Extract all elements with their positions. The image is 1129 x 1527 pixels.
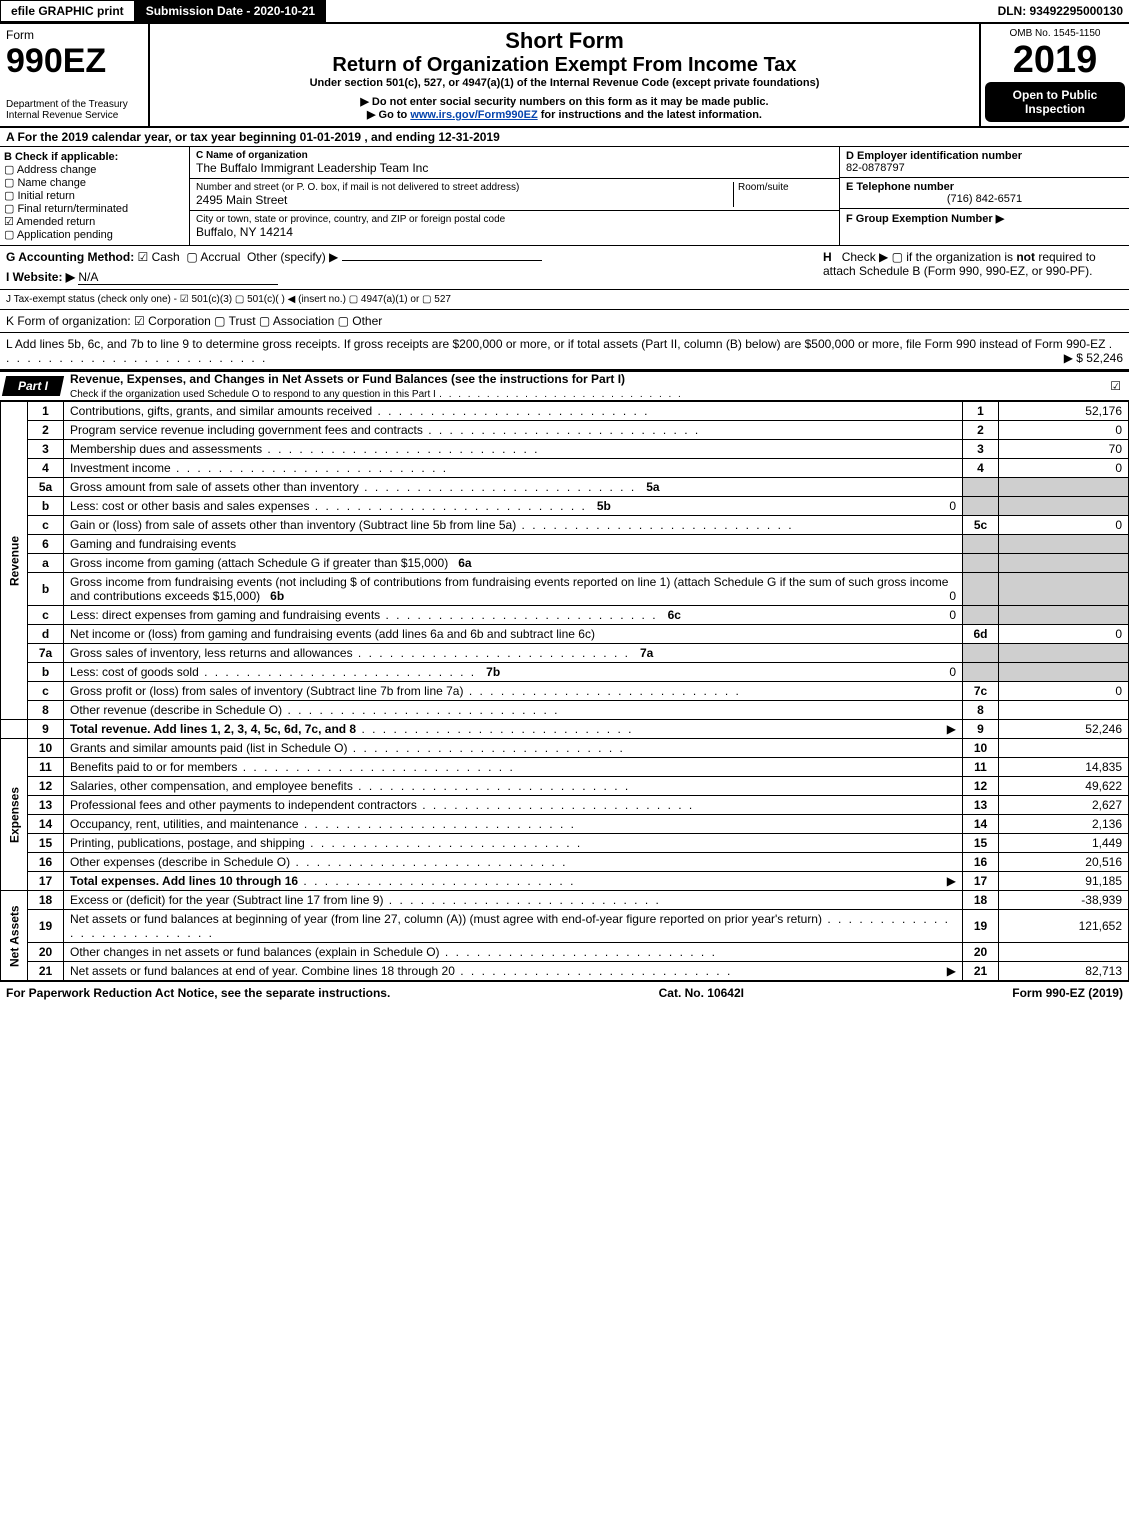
table-row: 21Net assets or fund balances at end of … [1, 962, 1129, 981]
table-row: 7aGross sales of inventory, less returns… [1, 644, 1129, 663]
table-row: dNet income or (loss) from gaming and fu… [1, 625, 1129, 644]
line-k: K Form of organization: ☑ Corporation ▢ … [0, 310, 1129, 333]
chk-amended-return[interactable]: Amended return [4, 215, 185, 228]
omb-number: OMB No. 1545-1150 [985, 28, 1125, 39]
tax-year: 2019 [985, 39, 1125, 82]
line-l-amount: ▶ $ 52,246 [1064, 351, 1123, 365]
part-1-title: Revenue, Expenses, and Changes in Net As… [70, 372, 625, 386]
irs-link[interactable]: www.irs.gov/Form990EZ [410, 109, 537, 121]
footer-mid: Cat. No. 10642I [659, 986, 744, 1000]
table-row: bGross income from fundraising events (n… [1, 573, 1129, 606]
website-value: N/A [78, 270, 278, 285]
col-num: 1 [963, 402, 999, 421]
box-e-label: E Telephone number [846, 181, 1123, 193]
table-row: Net Assets 18Excess or (deficit) for the… [1, 891, 1129, 910]
section-expenses-label: Expenses [1, 739, 28, 891]
box-f-label: F Group Exemption Number ▶ [846, 213, 1004, 225]
dept-line-2: Internal Revenue Service [6, 110, 142, 121]
table-row: Revenue 1 Contributions, gifts, grants, … [1, 402, 1129, 421]
table-row: bLess: cost of goods sold 7b 0 [1, 663, 1129, 682]
line-i-label: I Website: ▶ [6, 270, 75, 284]
page-footer: For Paperwork Reduction Act Notice, see … [0, 981, 1129, 1004]
top-bar: efile GRAPHIC print Submission Date - 20… [0, 0, 1129, 24]
table-row: 9Total revenue. Add lines 1, 2, 3, 4, 5c… [1, 720, 1129, 739]
street-address: 2495 Main Street [196, 193, 733, 207]
city-label: City or town, state or province, country… [196, 214, 833, 225]
part-1-tag: Part I [18, 379, 48, 393]
footer-right: Form 990-EZ (2019) [1012, 986, 1123, 1000]
submission-date-label: Submission Date - 2020-10-21 [135, 0, 326, 22]
part-1-header: Part I Revenue, Expenses, and Changes in… [0, 370, 1129, 401]
table-row: bLess: cost or other basis and sales exp… [1, 497, 1129, 516]
box-d-label: D Employer identification number [846, 150, 1123, 162]
table-row: 6Gaming and fundraising events [1, 535, 1129, 554]
line-l: L Add lines 5b, 6c, and 7b to line 9 to … [0, 333, 1129, 370]
city-state-zip: Buffalo, NY 14214 [196, 225, 833, 239]
table-row: 5aGross amount from sale of assets other… [1, 478, 1129, 497]
line-a: A For the 2019 calendar year, or tax yea… [0, 128, 1129, 147]
chk-name-change[interactable]: Name change [4, 176, 185, 189]
line-g-h: G Accounting Method: Cash Accrual Other … [0, 246, 1129, 290]
table-row: 17Total expenses. Add lines 10 through 1… [1, 872, 1129, 891]
table-row: cLess: direct expenses from gaming and f… [1, 606, 1129, 625]
part-1-checknote: Check if the organization used Schedule … [70, 389, 436, 400]
chk-accrual[interactable]: Accrual [186, 250, 240, 264]
dept-line-1: Department of the Treasury [6, 99, 142, 110]
public-note: ▶ Do not enter social security numbers o… [154, 95, 975, 108]
table-row: 4Investment income40 [1, 459, 1129, 478]
other-specify-line[interactable] [342, 260, 542, 261]
table-row: 2Program service revenue including gover… [1, 421, 1129, 440]
chk-address-change[interactable]: Address change [4, 163, 185, 176]
amount: 52,176 [999, 402, 1129, 421]
other-specify: Other (specify) ▶ [247, 250, 338, 264]
table-row: 13Professional fees and other payments t… [1, 796, 1129, 815]
chk-cash[interactable]: Cash [138, 250, 180, 264]
subtitle: Under section 501(c), 527, or 4947(a)(1)… [154, 77, 975, 89]
line-text: Contributions, gifts, grants, and simila… [64, 402, 963, 421]
open-inspection-box: Open to Public Inspection [985, 82, 1125, 122]
main-title: Return of Organization Exempt From Incom… [154, 54, 975, 77]
table-row: cGross profit or (loss) from sales of in… [1, 682, 1129, 701]
efile-button[interactable]: efile GRAPHIC print [0, 0, 135, 22]
table-row: 15Printing, publications, postage, and s… [1, 834, 1129, 853]
goto-note: ▶ Go to www.irs.gov/Form990EZ for instru… [154, 108, 975, 121]
chk-initial-return[interactable]: Initial return [4, 189, 185, 202]
part-1-table: Revenue 1 Contributions, gifts, grants, … [0, 401, 1129, 981]
line-g-label: G Accounting Method: [6, 250, 134, 264]
footer-left: For Paperwork Reduction Act Notice, see … [6, 986, 390, 1000]
table-row: 19Net assets or fund balances at beginni… [1, 910, 1129, 943]
table-row: Expenses 10Grants and similar amounts pa… [1, 739, 1129, 758]
addr-label: Number and street (or P. O. box, if mail… [196, 182, 733, 193]
table-row: 3Membership dues and assessments370 [1, 440, 1129, 459]
form-header: Form 990EZ Department of the Treasury In… [0, 24, 1129, 128]
chk-application-pending[interactable]: Application pending [4, 228, 185, 241]
line-j: J Tax-exempt status (check only one) - ☑… [0, 290, 1129, 310]
dln-label: DLN: 93492295000130 [998, 4, 1129, 18]
short-form-title: Short Form [154, 28, 975, 54]
table-row: cGain or (loss) from sale of assets othe… [1, 516, 1129, 535]
form-number: 990EZ [6, 42, 142, 81]
line-num: 1 [28, 402, 64, 421]
room-suite-label: Room/suite [733, 182, 833, 207]
table-row: 20Other changes in net assets or fund ba… [1, 943, 1129, 962]
box-b-title: B Check if applicable: [4, 151, 185, 163]
table-row: 12Salaries, other compensation, and empl… [1, 777, 1129, 796]
section-netassets-label: Net Assets [1, 891, 28, 981]
table-row: 16Other expenses (describe in Schedule O… [1, 853, 1129, 872]
chk-final-return[interactable]: Final return/terminated [4, 202, 185, 215]
form-word: Form [6, 28, 142, 42]
table-row: 11Benefits paid to or for members1114,83… [1, 758, 1129, 777]
part-1-checkbox[interactable]: ☑ [1110, 379, 1129, 393]
org-name: The Buffalo Immigrant Leadership Team In… [196, 161, 833, 175]
ein-value: 82-0878797 [846, 162, 1123, 174]
table-row: aGross income from gaming (attach Schedu… [1, 554, 1129, 573]
table-row: 8Other revenue (describe in Schedule O)8 [1, 701, 1129, 720]
phone-value: (716) 842-6571 [846, 193, 1123, 205]
line-h: H Check ▶ ▢ if the organization is not r… [823, 250, 1123, 285]
table-row: 14Occupancy, rent, utilities, and mainte… [1, 815, 1129, 834]
box-c-label: C Name of organization [196, 150, 833, 161]
section-revenue-label: Revenue [1, 402, 28, 720]
entity-info: B Check if applicable: Address change Na… [0, 147, 1129, 246]
